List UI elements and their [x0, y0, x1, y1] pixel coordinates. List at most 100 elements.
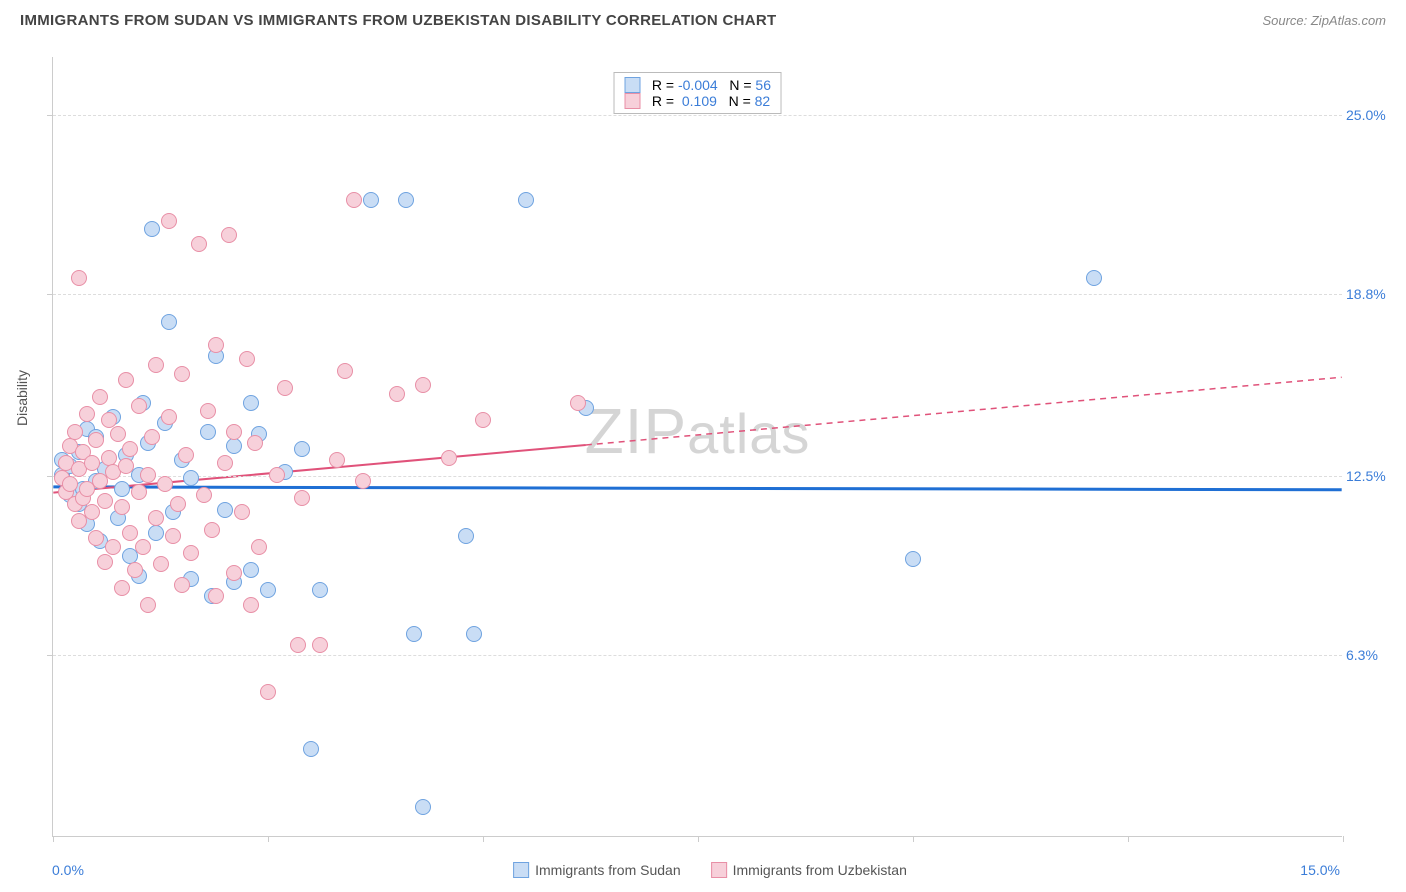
stats-row: R = -0.004 N = 56 [624, 77, 771, 93]
x-tick [913, 836, 914, 842]
scatter-point [221, 227, 237, 243]
grid-line [53, 115, 1342, 116]
scatter-point [140, 467, 156, 483]
scatter-point [183, 470, 199, 486]
scatter-point [200, 403, 216, 419]
chart-header: IMMIGRANTS FROM SUDAN VS IMMIGRANTS FROM… [0, 0, 1406, 37]
y-tick-label: 25.0% [1346, 107, 1394, 123]
y-axis-label: Disability [14, 369, 30, 425]
scatter-point [131, 398, 147, 414]
scatter-point [277, 380, 293, 396]
scatter-point [165, 528, 181, 544]
scatter-point [161, 409, 177, 425]
scatter-point [174, 366, 190, 382]
scatter-point [226, 424, 242, 440]
y-tick [47, 294, 53, 295]
scatter-point [243, 597, 259, 613]
scatter-point [122, 441, 138, 457]
scatter-point [84, 504, 100, 520]
y-tick-label: 12.5% [1346, 468, 1394, 484]
scatter-point [71, 270, 87, 286]
scatter-point [62, 476, 78, 492]
y-tick-label: 6.3% [1346, 647, 1394, 663]
scatter-point [110, 426, 126, 442]
scatter-point [88, 530, 104, 546]
legend-label: Immigrants from Uzbekistan [733, 862, 907, 878]
scatter-point [475, 412, 491, 428]
y-tick [47, 476, 53, 477]
x-tick [268, 836, 269, 842]
scatter-point [174, 577, 190, 593]
scatter-point [247, 435, 263, 451]
plot-area: ZIPatlas R = -0.004 N = 56 R = 0.109 N =… [52, 57, 1342, 837]
legend-item: Immigrants from Sudan [513, 862, 681, 878]
scatter-point [97, 493, 113, 509]
scatter-point [79, 406, 95, 422]
legend-swatch [513, 862, 529, 878]
scatter-point [294, 441, 310, 457]
scatter-point [157, 476, 173, 492]
scatter-point [92, 389, 108, 405]
scatter-point [415, 377, 431, 393]
scatter-point [303, 741, 319, 757]
source-label: Source: ZipAtlas.com [1262, 13, 1386, 28]
grid-line [53, 294, 1342, 295]
scatter-point [135, 539, 151, 555]
legend-bottom: Immigrants from Sudan Immigrants from Uzb… [513, 862, 907, 878]
scatter-point [294, 490, 310, 506]
scatter-point [114, 499, 130, 515]
x-tick [1343, 836, 1344, 842]
scatter-point [105, 539, 121, 555]
scatter-point [217, 502, 233, 518]
scatter-point [191, 236, 207, 252]
grid-line [53, 476, 1342, 477]
scatter-point [406, 626, 422, 642]
scatter-point [239, 351, 255, 367]
chart-container: Disability ZIPatlas R = -0.004 N = 56 R … [40, 45, 1380, 850]
legend-item: Immigrants from Uzbekistan [711, 862, 907, 878]
scatter-point [200, 424, 216, 440]
scatter-point [196, 487, 212, 503]
scatter-point [398, 192, 414, 208]
scatter-point [458, 528, 474, 544]
scatter-point [148, 357, 164, 373]
y-tick-label: 18.8% [1346, 286, 1394, 302]
scatter-point [153, 556, 169, 572]
scatter-point [67, 424, 83, 440]
scatter-point [114, 580, 130, 596]
scatter-point [329, 452, 345, 468]
chart-title: IMMIGRANTS FROM SUDAN VS IMMIGRANTS FROM… [20, 12, 776, 29]
scatter-point [118, 372, 134, 388]
scatter-point [217, 455, 233, 471]
scatter-point [312, 637, 328, 653]
grid-line [53, 655, 1342, 656]
scatter-point [140, 597, 156, 613]
scatter-point [337, 363, 353, 379]
scatter-point [570, 395, 586, 411]
x-axis-min-label: 0.0% [52, 862, 84, 878]
legend-label: Immigrants from Sudan [535, 862, 681, 878]
scatter-point [88, 432, 104, 448]
scatter-point [226, 438, 242, 454]
y-tick [47, 115, 53, 116]
scatter-point [269, 467, 285, 483]
x-tick [53, 836, 54, 842]
scatter-point [183, 545, 199, 561]
legend-swatch [711, 862, 727, 878]
scatter-point [208, 588, 224, 604]
scatter-point [131, 484, 147, 500]
y-tick [47, 655, 53, 656]
series-swatch [624, 93, 640, 109]
stats-legend-box: R = -0.004 N = 56 R = 0.109 N = 82 [613, 72, 782, 114]
scatter-point [243, 395, 259, 411]
scatter-point [226, 565, 242, 581]
scatter-point [518, 192, 534, 208]
scatter-point [389, 386, 405, 402]
scatter-point [178, 447, 194, 463]
scatter-point [144, 429, 160, 445]
x-tick [698, 836, 699, 842]
scatter-point [148, 510, 164, 526]
scatter-point [97, 554, 113, 570]
scatter-point [84, 455, 100, 471]
scatter-point [466, 626, 482, 642]
